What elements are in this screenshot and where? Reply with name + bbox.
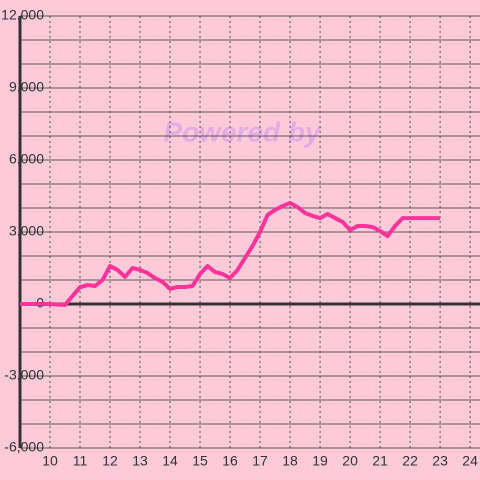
watermark: Powered by [163, 116, 322, 147]
y-tick-label: -6,000 [4, 439, 44, 455]
x-tick-label: 16 [222, 453, 238, 469]
x-tick-label: 13 [132, 453, 148, 469]
y-tick-label: 9,000 [9, 79, 44, 95]
x-tick-label: 23 [432, 453, 448, 469]
x-tick-label: 19 [312, 453, 328, 469]
x-tick-label: 22 [402, 453, 418, 469]
x-tick-label: 24 [462, 453, 478, 469]
y-tick-label: 6,000 [9, 151, 44, 167]
x-tick-label: 17 [252, 453, 268, 469]
x-tick-label: 15 [192, 453, 208, 469]
line-series [20, 200, 441, 307]
x-tick-label: 14 [162, 453, 178, 469]
x-tick-label: 18 [282, 453, 298, 469]
y-tick-label: -3,000 [4, 367, 44, 383]
y-tick-label: 12,000 [1, 7, 44, 23]
x-tick-label: 20 [342, 453, 358, 469]
x-tick-label: 11 [73, 453, 88, 469]
x-tick-label: 21 [372, 453, 388, 469]
x-tick-label: 10 [42, 453, 58, 469]
x-tick-label: 12 [102, 453, 118, 469]
y-tick-label: 3,000 [9, 223, 44, 239]
